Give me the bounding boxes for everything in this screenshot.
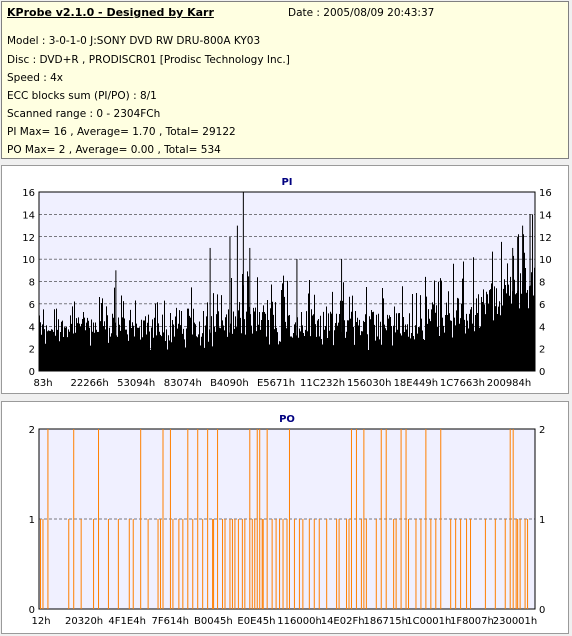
y-tick-label-left: 1 xyxy=(29,515,35,526)
y-tick-label-right: 10 xyxy=(539,255,552,266)
y-tick-label-left: 4 xyxy=(29,322,35,333)
scanned-range: Scanned range : 0 - 2304FCh xyxy=(7,108,161,120)
pi-summary: PI Max= 16 , Average= 1.70 , Total= 2912… xyxy=(7,126,236,138)
y-tick-label-right: 2 xyxy=(539,425,545,436)
chart-title: PI xyxy=(281,177,292,188)
x-tick-label: 156030h xyxy=(347,378,392,389)
po-chart: PO 0 0 1 1 2 2 12h 20320h 4F1E4h 7F614h B0045h E0E45… xyxy=(29,414,546,627)
po-chart-panel: PO 0 0 1 1 2 2 12h 20320h 4F1E4h 7F614h B0045h E0E45… xyxy=(1,401,569,634)
y-tick-label-left: 10 xyxy=(22,255,35,266)
po-bars xyxy=(39,429,529,609)
y-tick-label-left: 6 xyxy=(29,300,35,311)
y-tick-label-right: 0 xyxy=(539,605,545,616)
po-summary: PO Max= 2 , Average= 0.00 , Total= 534 xyxy=(7,144,221,156)
x-tick-label: 22266h xyxy=(71,378,109,389)
y-tick-label-left: 0 xyxy=(29,367,35,378)
y-tick-label-left: 2 xyxy=(29,345,35,356)
speed-info: Speed : 4x xyxy=(7,72,64,84)
y-tick-label-right: 2 xyxy=(539,345,545,356)
y-tick-label-left: 14 xyxy=(22,210,35,221)
x-tick-label: 4F1E4h xyxy=(108,616,146,627)
y-tick-label-right: 1 xyxy=(539,515,545,526)
y-tick-label-right: 12 xyxy=(539,233,552,244)
x-tick-label: 1F8007h xyxy=(450,616,494,627)
x-tick-label: 200984h xyxy=(487,378,532,389)
y-tick-label-left: 8 xyxy=(29,278,35,289)
y-tick-label-right: 0 xyxy=(539,367,545,378)
info-panel: KProbe v2.1.0 - Designed by Karr Date : … xyxy=(1,1,569,159)
x-tick-label: 12h xyxy=(31,616,50,627)
x-tick-label: 1C0001h xyxy=(406,616,451,627)
x-tick-label: B0045h xyxy=(194,616,233,627)
scan-date: Date : 2005/08/09 20:43:37 xyxy=(288,7,435,19)
x-tick-label: 7F614h xyxy=(151,616,189,627)
x-tick-label: 83074h xyxy=(164,378,202,389)
pi-bar-series xyxy=(39,234,535,371)
x-tick-label: 20320h xyxy=(65,616,103,627)
chart-title: PO xyxy=(279,414,295,425)
y-tick-label-left: 0 xyxy=(29,605,35,616)
x-tick-label: E5671h xyxy=(257,378,295,389)
y-tick-label-right: 16 xyxy=(539,188,552,199)
x-tick-label: 11C232h xyxy=(300,378,345,389)
app-title: KProbe v2.1.0 - Designed by Karr xyxy=(7,6,214,19)
x-tick-label: 116000h xyxy=(277,616,322,627)
x-tick-label: 1C7663h xyxy=(440,378,485,389)
y-tick-label-right: 6 xyxy=(539,300,545,311)
x-tick-label: 186715h xyxy=(363,616,408,627)
y-tick-label-right: 4 xyxy=(539,322,545,333)
pi-bars xyxy=(39,192,535,371)
y-tick-label-right: 8 xyxy=(539,278,545,289)
y-tick-label-left: 2 xyxy=(29,425,35,436)
x-tick-label: 53094h xyxy=(117,378,155,389)
y-tick-label-right: 14 xyxy=(539,210,552,221)
pi-chart: PI 0 0 2 2 4 4 6 6 8 8 10 10 12 12 14 14 16 16 83h 22266h 530… xyxy=(22,177,552,389)
x-tick-label: B4090h xyxy=(210,378,249,389)
y-tick-label-left: 12 xyxy=(22,233,35,244)
y-tick-label-left: 16 xyxy=(22,188,35,199)
x-tick-label: 14E02Fh xyxy=(321,616,365,627)
drive-model: Model : 3-0-1-0 J:SONY DVD RW DRU-800A K… xyxy=(7,35,261,47)
pi-chart-panel: PI 0 0 2 2 4 4 6 6 8 8 10 10 12 12 14 14 16 16 83h 22266h 530… xyxy=(1,165,569,394)
x-tick-label: 83h xyxy=(33,378,52,389)
x-tick-label: 18E449h xyxy=(394,378,438,389)
x-tick-label: 230001h xyxy=(493,616,538,627)
x-tick-label: E0E45h xyxy=(237,616,275,627)
disc-info: Disc : DVD+R , PRODISCR01 [Prodisc Techn… xyxy=(7,54,290,66)
ecc-blocks: ECC blocks sum (PI/PO) : 8/1 xyxy=(7,90,157,102)
